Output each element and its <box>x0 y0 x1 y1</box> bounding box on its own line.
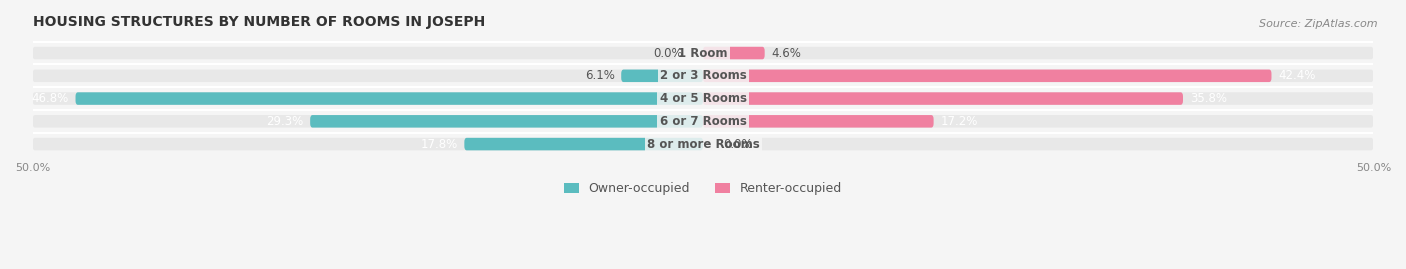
FancyBboxPatch shape <box>621 70 703 82</box>
Text: 29.3%: 29.3% <box>266 115 304 128</box>
FancyBboxPatch shape <box>76 92 703 105</box>
Text: 0.0%: 0.0% <box>723 137 752 151</box>
Text: Source: ZipAtlas.com: Source: ZipAtlas.com <box>1260 19 1378 29</box>
Text: 46.8%: 46.8% <box>31 92 69 105</box>
Text: 4 or 5 Rooms: 4 or 5 Rooms <box>659 92 747 105</box>
FancyBboxPatch shape <box>32 115 1374 128</box>
FancyBboxPatch shape <box>703 92 1182 105</box>
Text: 1 Room: 1 Room <box>678 47 728 59</box>
Text: 6.1%: 6.1% <box>585 69 614 82</box>
Text: HOUSING STRUCTURES BY NUMBER OF ROOMS IN JOSEPH: HOUSING STRUCTURES BY NUMBER OF ROOMS IN… <box>32 15 485 29</box>
Text: 6 or 7 Rooms: 6 or 7 Rooms <box>659 115 747 128</box>
FancyBboxPatch shape <box>311 115 703 128</box>
Text: 35.8%: 35.8% <box>1189 92 1226 105</box>
FancyBboxPatch shape <box>703 70 1271 82</box>
FancyBboxPatch shape <box>32 92 1374 105</box>
Text: 42.4%: 42.4% <box>1278 69 1316 82</box>
Legend: Owner-occupied, Renter-occupied: Owner-occupied, Renter-occupied <box>558 178 848 200</box>
FancyBboxPatch shape <box>32 138 1374 150</box>
Text: 8 or more Rooms: 8 or more Rooms <box>647 137 759 151</box>
Text: 0.0%: 0.0% <box>654 47 683 59</box>
Text: 17.2%: 17.2% <box>941 115 977 128</box>
Text: 4.6%: 4.6% <box>772 47 801 59</box>
FancyBboxPatch shape <box>464 138 703 150</box>
FancyBboxPatch shape <box>703 47 765 59</box>
Text: 2 or 3 Rooms: 2 or 3 Rooms <box>659 69 747 82</box>
Text: 17.8%: 17.8% <box>420 137 457 151</box>
FancyBboxPatch shape <box>703 115 934 128</box>
FancyBboxPatch shape <box>32 47 1374 59</box>
FancyBboxPatch shape <box>32 70 1374 82</box>
